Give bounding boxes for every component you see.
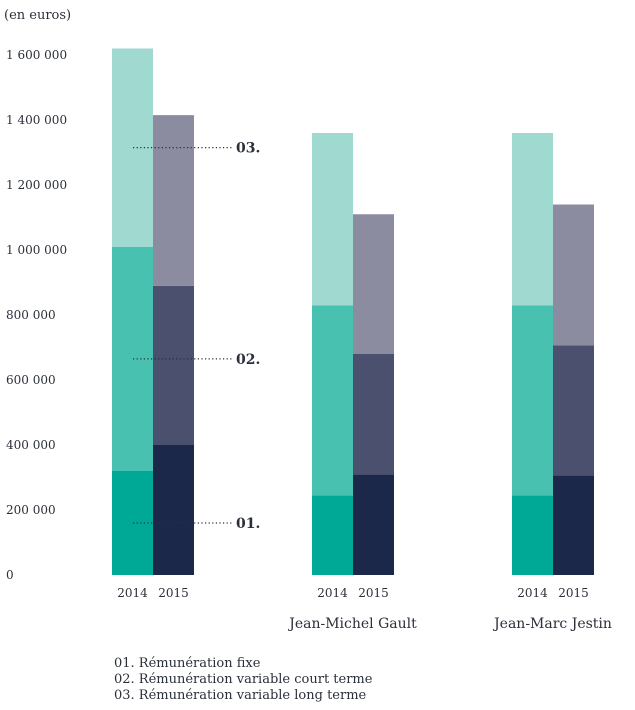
bar-segment-3 [312,133,353,306]
bar-segment-3 [112,48,153,247]
bar-segment-2 [512,305,553,496]
bar-segment-2 [553,345,594,476]
bar-segment-2 [312,305,353,496]
bar-segment-3 [512,133,553,306]
bar-segment-1 [312,495,353,575]
group-label: Jean-Michel Gault [287,616,417,632]
y-tick-label: 1 400 000 [6,113,67,127]
annotation-label: 01. [236,516,260,532]
bar-segment-2 [353,354,394,475]
bar-segment-3 [353,214,394,354]
bar-segment-1 [512,495,553,575]
stacked-bar-chart: 0 200 000 400 000 600 000 800 000 1 000 000 1 … [6,48,612,632]
year-label: 2014 [317,586,348,600]
annotation-label: 02. [236,352,260,368]
legend-item-fixe: 01. Rémunération fixe [114,656,261,671]
year-label: 2015 [158,586,189,600]
group-label: Jean-Marc Jestin [492,616,612,632]
y-tick-label: 800 000 [6,308,56,322]
year-label: 2015 [358,586,389,600]
y-tick-label: 200 000 [6,503,56,517]
annotation-label: 03. [236,141,260,157]
bar-segment-2 [112,246,153,471]
year-label: 2015 [558,586,589,600]
y-tick-label: 400 000 [6,438,56,452]
bar-segment-3 [153,115,194,286]
bar-segment-1 [112,471,153,575]
bar-segment-2 [153,285,194,445]
y-tick-label: 1 000 000 [6,243,67,257]
y-tick-label: 1 200 000 [6,178,67,192]
year-label: 2014 [117,586,148,600]
legend-item-variable-long-terme: 03. Rémunération variable long terme [114,688,367,703]
y-tick-label: 1 600 000 [6,48,67,62]
bar-segment-1 [553,475,594,575]
year-label: 2014 [517,586,548,600]
bar-segment-3 [553,204,594,346]
legend: 01. Rémunération fixe 02. Rémunération v… [114,656,372,704]
y-tick-label: 0 [6,568,14,582]
bar-segment-1 [153,445,194,575]
legend-item-variable-court-terme: 02. Rémunération variable court terme [114,672,373,687]
y-tick-label: 600 000 [6,373,56,387]
bar-segment-1 [353,474,394,575]
unit-label: (en euros) [4,8,72,23]
